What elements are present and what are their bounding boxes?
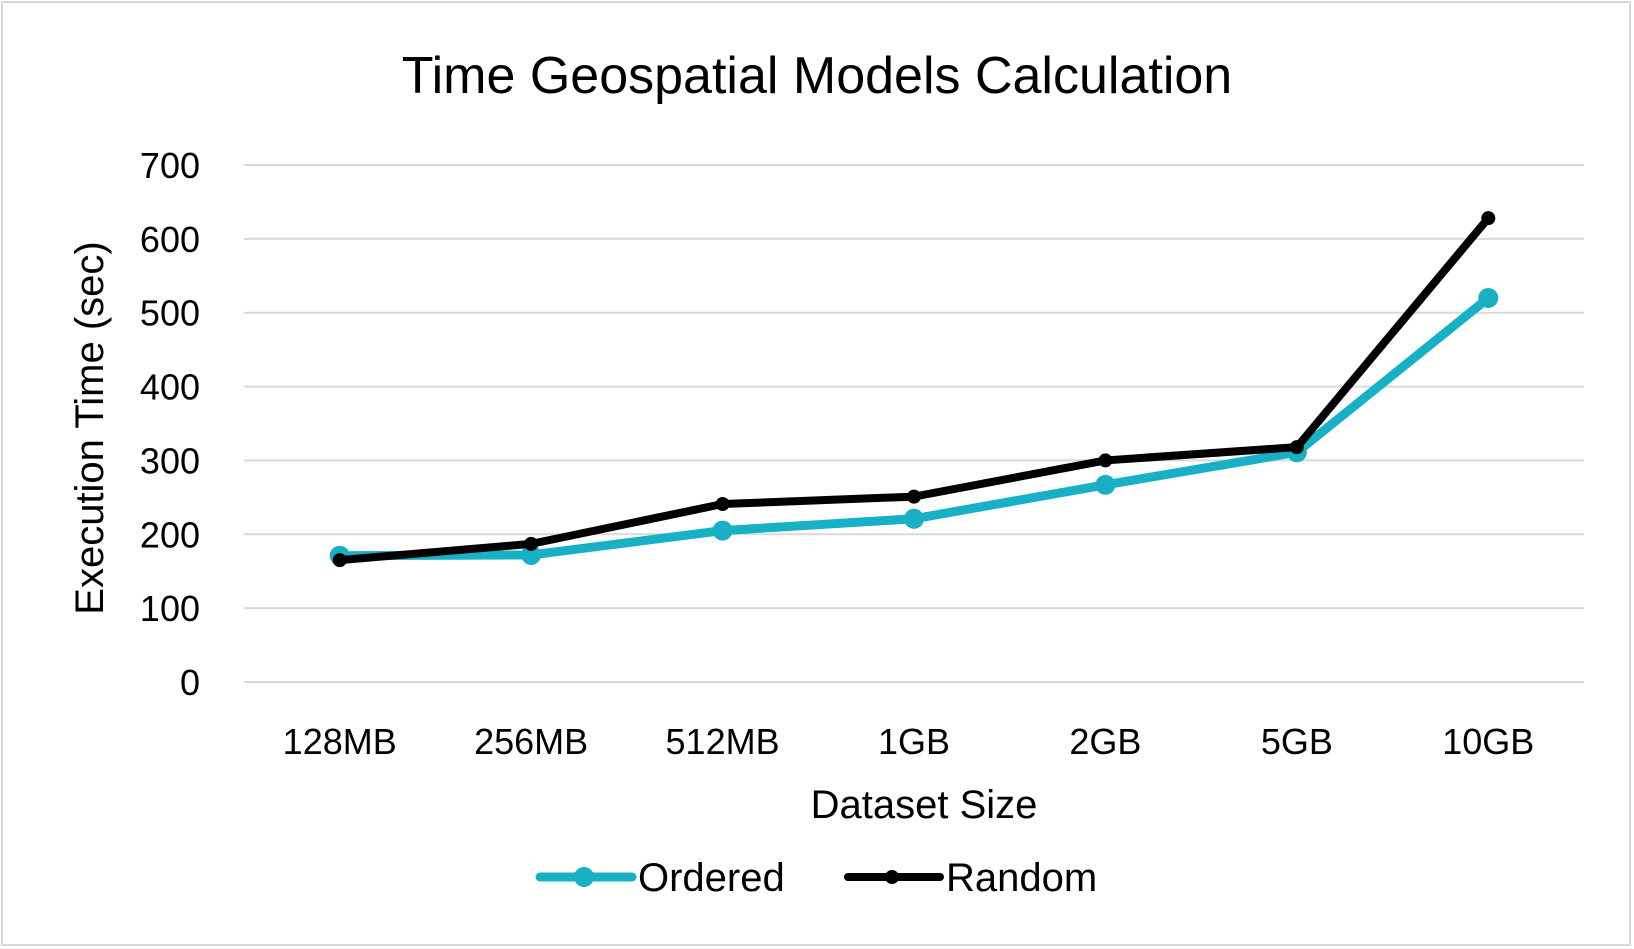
legend-item-random: Random xyxy=(844,856,1097,900)
data-point xyxy=(1095,474,1116,495)
series-ordered xyxy=(329,287,1499,566)
y-tick-label: 600 xyxy=(140,219,200,260)
legend: Ordered Random xyxy=(535,856,1097,900)
data-point xyxy=(1098,453,1113,468)
data-point xyxy=(524,536,539,551)
chart-title: Time Geospatial Models Calculation xyxy=(402,47,1232,105)
data-point xyxy=(1478,287,1499,308)
legend-item-ordered: Ordered xyxy=(535,856,785,900)
legend-swatch-marker xyxy=(574,867,594,887)
y-tick-label: 400 xyxy=(140,367,200,408)
x-axis-ticks: 128MB 256MB 512MB 1GB 2GB 5GB 10GB xyxy=(283,721,1535,762)
x-tick-label: 256MB xyxy=(474,721,588,762)
x-tick-label: 10GB xyxy=(1442,721,1534,762)
y-tick-label: 200 xyxy=(140,514,200,555)
series-group xyxy=(329,211,1499,568)
data-point xyxy=(1481,211,1496,226)
x-tick-label: 5GB xyxy=(1261,721,1333,762)
legend-swatch-marker xyxy=(885,870,899,884)
series-random xyxy=(332,211,1496,568)
y-tick-label: 300 xyxy=(140,440,200,481)
y-axis-label: Execution Time (sec) xyxy=(68,241,112,614)
y-tick-label: 0 xyxy=(180,662,200,703)
data-point xyxy=(715,497,730,512)
legend-label: Ordered xyxy=(638,856,785,900)
data-point xyxy=(1289,440,1304,455)
x-tick-label: 128MB xyxy=(283,721,397,762)
x-tick-label: 2GB xyxy=(1069,721,1141,762)
x-tick-label: 1GB xyxy=(878,721,950,762)
y-tick-label: 100 xyxy=(140,588,200,629)
legend-label: Random xyxy=(946,856,1097,900)
data-point xyxy=(332,553,347,568)
y-tick-label: 700 xyxy=(140,145,200,186)
data-point xyxy=(904,508,924,529)
x-axis-label: Dataset Size xyxy=(811,783,1038,827)
data-point xyxy=(521,544,542,565)
x-tick-label: 512MB xyxy=(666,721,780,762)
gridlines xyxy=(244,164,1584,683)
y-tick-label: 500 xyxy=(140,293,200,334)
data-point xyxy=(712,520,733,541)
data-point xyxy=(907,489,921,504)
y-axis-ticks: 0 100 200 300 400 500 600 700 xyxy=(140,145,200,703)
